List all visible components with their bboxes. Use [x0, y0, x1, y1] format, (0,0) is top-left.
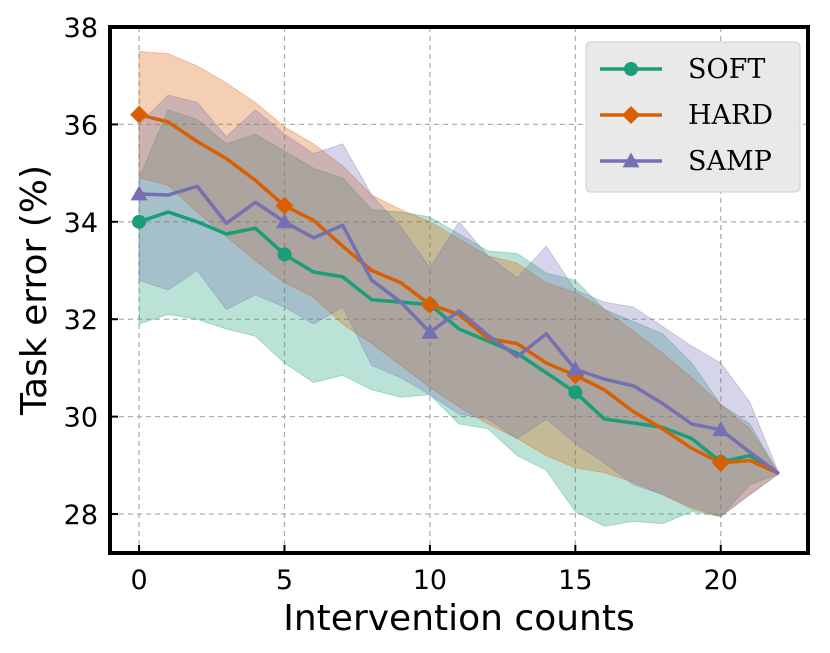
legend-label-soft: SOFT [688, 54, 765, 85]
line-samp [139, 184, 780, 476]
point-samp [130, 185, 148, 201]
x-tick-label: 20 [704, 565, 738, 596]
plot-frame [108, 25, 810, 555]
point-hard [130, 105, 149, 124]
point-samp [566, 360, 584, 376]
y-axis-title: Task error (%) [14, 165, 55, 416]
line-hard [138, 112, 780, 476]
x-tick-label: 5 [276, 565, 293, 596]
x-tick-label: 0 [130, 565, 147, 596]
legend: SOFT HARD SAMP [585, 41, 801, 193]
series-markers [130, 105, 730, 472]
legend-box [585, 41, 801, 193]
point-soft [568, 385, 583, 400]
point-hard [711, 453, 730, 472]
point-hard [275, 196, 294, 215]
y-tick-label: 32 [64, 305, 98, 336]
legend-marker-hard [622, 106, 640, 124]
x-axis-title: Intervention counts [283, 598, 635, 639]
point-samp [421, 323, 439, 339]
band-samp [138, 94, 780, 518]
point-soft [132, 214, 147, 229]
y-tick-label: 28 [64, 500, 98, 531]
point-hard [420, 295, 439, 314]
y-tick-label: 38 [64, 13, 98, 44]
series-lines [138, 112, 780, 476]
x-tick-label: 15 [558, 565, 592, 596]
legend-label-samp: SAMP [688, 146, 772, 177]
y-tick-label: 36 [64, 110, 98, 141]
y-tick-label: 34 [64, 208, 98, 239]
point-soft [277, 247, 292, 262]
y-tick-label: 30 [64, 403, 98, 434]
legend-label-hard: HARD [688, 100, 773, 131]
legend-marker-soft [624, 62, 638, 76]
point-samp [712, 421, 730, 437]
grid [110, 26, 808, 553]
line-soft [138, 210, 780, 476]
legend-marker-samp [622, 152, 640, 168]
x-tick-label: 10 [413, 565, 447, 596]
axis-ticks: 0 5 10 15 20 28 30 32 34 36 38 [64, 13, 738, 596]
point-samp [276, 213, 293, 229]
